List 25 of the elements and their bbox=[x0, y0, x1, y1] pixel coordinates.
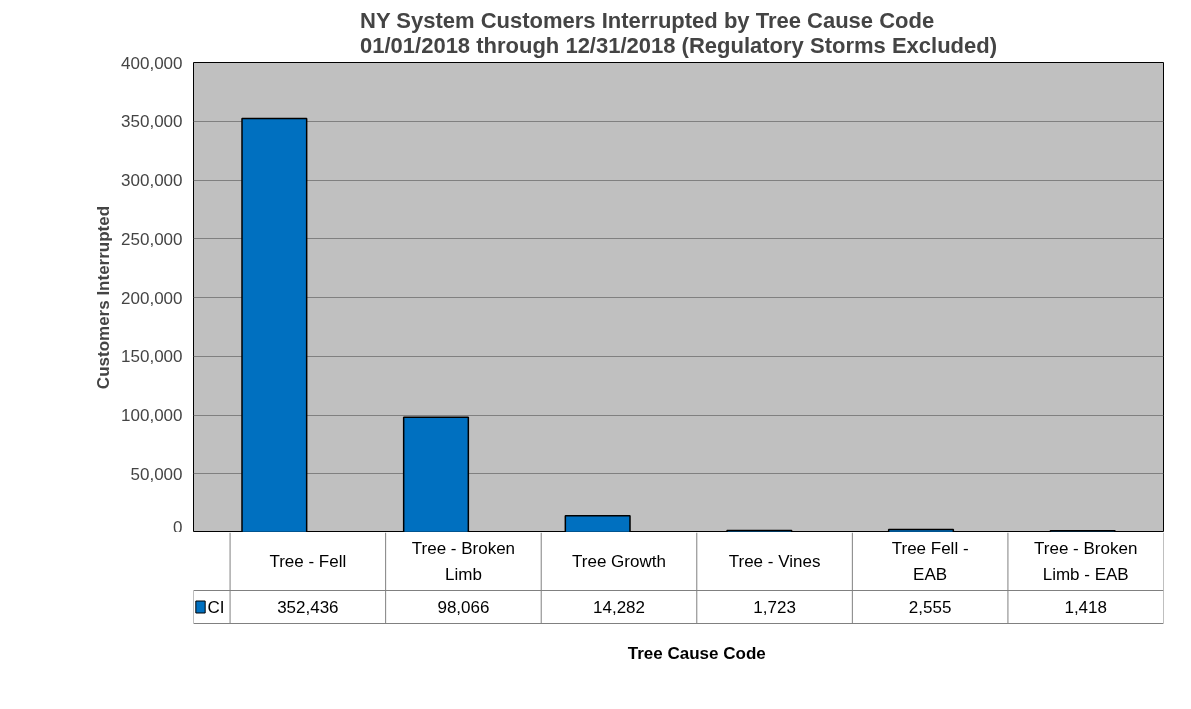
y-tick-label: 400,000 bbox=[121, 53, 183, 73]
y-tick-label: 250,000 bbox=[121, 229, 183, 249]
data-label: 2,555 bbox=[908, 598, 952, 617]
legend-label: CI bbox=[207, 597, 225, 617]
y-tick-label: 350,000 bbox=[121, 112, 183, 132]
x-axis-title: Tree Cause Code bbox=[627, 644, 766, 663]
data-label: 98,066 bbox=[437, 598, 490, 617]
y-tick-label: 300,000 bbox=[121, 171, 183, 190]
y-tick-label: 100,000 bbox=[121, 406, 183, 425]
x-tick-label: Tree - Fell bbox=[269, 552, 347, 571]
data-label: 1,418 bbox=[1064, 598, 1107, 617]
chart-title: NY System Customers Interrupted by Tree Cause Code 01/01/2018 through 12/31/2018 (Regulatory Storms Excluded) bbox=[359, 7, 998, 58]
y-tick-label: 200,000 bbox=[121, 288, 183, 308]
y-tick-label: 50,000 bbox=[130, 464, 183, 484]
data-label: 352,436 bbox=[277, 598, 339, 617]
y-tick-label: 150,000 bbox=[121, 347, 183, 367]
x-tick-label: Tree Growth bbox=[572, 552, 666, 571]
data-label: 14,282 bbox=[593, 598, 645, 617]
x-tick-label: Tree - Broken Limb bbox=[411, 539, 516, 584]
x-tick-label: Tree - Broken Limb - EAB bbox=[1034, 539, 1138, 584]
y-tick-label: 0 bbox=[173, 517, 183, 537]
x-tick-label: Tree - Vines bbox=[728, 552, 821, 571]
y-axis-title: Customers Interrupted bbox=[94, 205, 114, 390]
x-tick-label: Tree Fell - EAB bbox=[891, 539, 969, 584]
data-label: 1,723 bbox=[753, 598, 796, 617]
